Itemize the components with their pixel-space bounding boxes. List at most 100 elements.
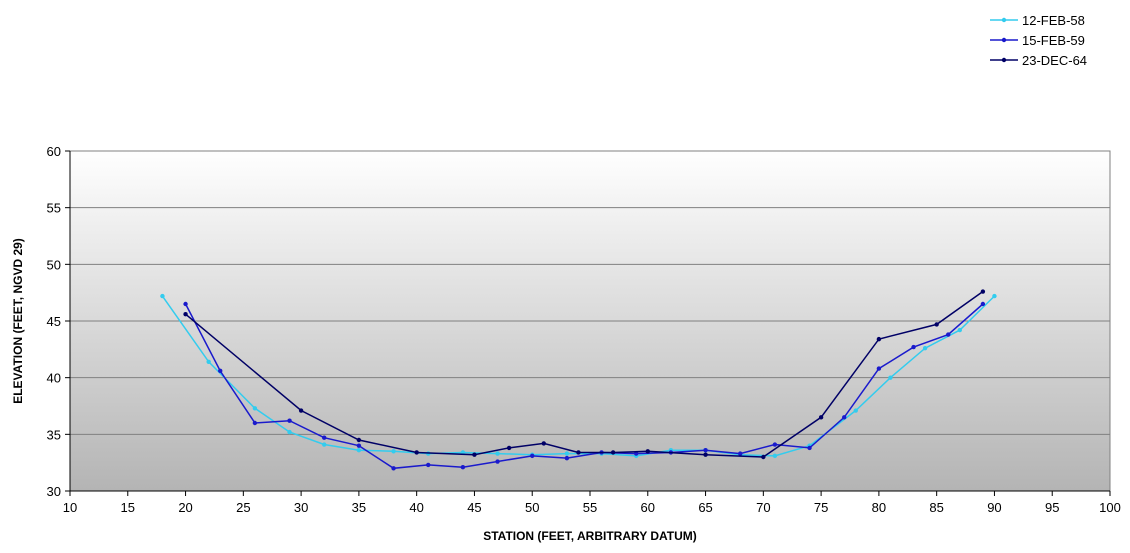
data-point xyxy=(356,443,362,448)
data-point xyxy=(391,449,396,454)
legend-swatch-marker xyxy=(1001,57,1007,63)
data-point xyxy=(911,344,916,350)
data-point xyxy=(807,445,812,451)
legend-label: 15-FEB-59 xyxy=(1022,33,1085,48)
x-tick-label: 80 xyxy=(872,500,886,515)
series-2 xyxy=(183,301,986,471)
x-tick-label: 20 xyxy=(178,500,192,515)
y-tick-label: 35 xyxy=(47,427,61,442)
data-point xyxy=(772,442,778,447)
y-tick-label: 60 xyxy=(47,144,61,159)
legend-label: 12-FEB-58 xyxy=(1022,13,1085,28)
x-tick-label: 35 xyxy=(352,500,366,515)
x-tick-label: 70 xyxy=(756,500,770,515)
data-point xyxy=(842,415,847,420)
data-point xyxy=(472,452,477,457)
data-point xyxy=(183,312,188,317)
y-tick-label: 50 xyxy=(47,257,61,272)
data-point xyxy=(356,448,362,453)
data-point xyxy=(426,462,431,468)
y-tick-label: 55 xyxy=(47,201,61,216)
y-tick-label: 45 xyxy=(47,314,61,329)
axes: 30 35 40 45 50 55 60 10 15 20 25 30 35 40 45 50 55 60 65 70… xyxy=(47,144,1121,515)
data-point xyxy=(703,452,708,457)
x-tick-label: 25 xyxy=(236,500,250,515)
data-point xyxy=(992,293,997,299)
series-1 xyxy=(160,293,997,459)
x-tick-label: 40 xyxy=(409,500,423,515)
data-point xyxy=(322,442,327,447)
data-point xyxy=(206,359,211,364)
legend-swatch-marker xyxy=(1001,37,1007,43)
data-point xyxy=(160,293,165,299)
data-point xyxy=(934,322,939,327)
legend-swatch-marker xyxy=(1001,17,1007,23)
grid-lines xyxy=(70,207,1110,435)
data-point xyxy=(946,332,951,337)
legend-label: 23-DEC-64 xyxy=(1022,53,1087,68)
data-point xyxy=(738,451,743,456)
series-line xyxy=(161,295,995,457)
data-point xyxy=(356,437,362,443)
data-point xyxy=(495,459,500,464)
data-point xyxy=(853,408,858,413)
x-tick-label: 50 xyxy=(525,500,539,515)
legend-item: 15-FEB-59 xyxy=(990,33,1085,48)
data-point xyxy=(414,450,419,455)
data-point xyxy=(460,465,466,470)
x-tick-label: 60 xyxy=(641,500,655,515)
x-tick-label: 100 xyxy=(1099,500,1121,515)
x-tick-label: 55 xyxy=(583,500,597,515)
legend-item: 12-FEB-58 xyxy=(990,13,1085,28)
x-tick-label: 90 xyxy=(987,500,1001,515)
legend-item: 23-DEC-64 xyxy=(990,53,1087,68)
data-point xyxy=(576,450,581,455)
data-point xyxy=(252,406,258,411)
data-point xyxy=(818,415,824,420)
data-point xyxy=(876,366,882,371)
y-tick-label: 30 xyxy=(47,484,61,499)
data-point xyxy=(391,466,396,471)
data-point xyxy=(610,450,616,455)
series-3 xyxy=(183,289,986,460)
legend: 12-FEB-58 15-FEB-59 23-DEC-64 xyxy=(990,13,1087,68)
series-line xyxy=(184,303,984,470)
data-point xyxy=(564,451,570,456)
x-tick-label: 10 xyxy=(63,500,77,515)
data-point xyxy=(645,449,650,454)
y-tick-label: 40 xyxy=(47,371,61,386)
x-tick-label: 65 xyxy=(698,500,712,515)
data-point xyxy=(287,418,292,423)
data-point xyxy=(218,368,223,374)
x-tick-label: 95 xyxy=(1045,500,1059,515)
data-point xyxy=(298,408,304,413)
x-tick-label: 85 xyxy=(929,500,943,515)
data-point xyxy=(564,455,570,461)
x-tick-label: 30 xyxy=(294,500,308,515)
data-point xyxy=(495,451,500,456)
data-point xyxy=(888,375,893,380)
data-point xyxy=(876,336,882,342)
data-point xyxy=(322,435,327,440)
x-tick-label: 75 xyxy=(814,500,828,515)
data-point xyxy=(980,301,986,307)
x-axis-title: STATION (FEET, ARBITRARY DATUM) xyxy=(483,529,697,543)
data-point xyxy=(957,327,962,333)
data-point xyxy=(772,453,778,459)
series-layer xyxy=(160,289,997,471)
data-point xyxy=(922,346,928,351)
x-tick-label: 15 xyxy=(121,500,135,515)
data-point xyxy=(287,429,292,435)
x-tick-label: 45 xyxy=(467,500,481,515)
y-axis-title: ELEVATION (FEET, NGVD 29) xyxy=(11,238,25,404)
data-point xyxy=(183,301,188,307)
data-point xyxy=(634,451,639,456)
data-point xyxy=(530,453,535,459)
data-point xyxy=(541,441,546,446)
data-point xyxy=(506,445,512,451)
data-point xyxy=(761,454,766,460)
data-point xyxy=(980,289,986,294)
series-line xyxy=(185,290,984,458)
data-point xyxy=(703,448,708,453)
